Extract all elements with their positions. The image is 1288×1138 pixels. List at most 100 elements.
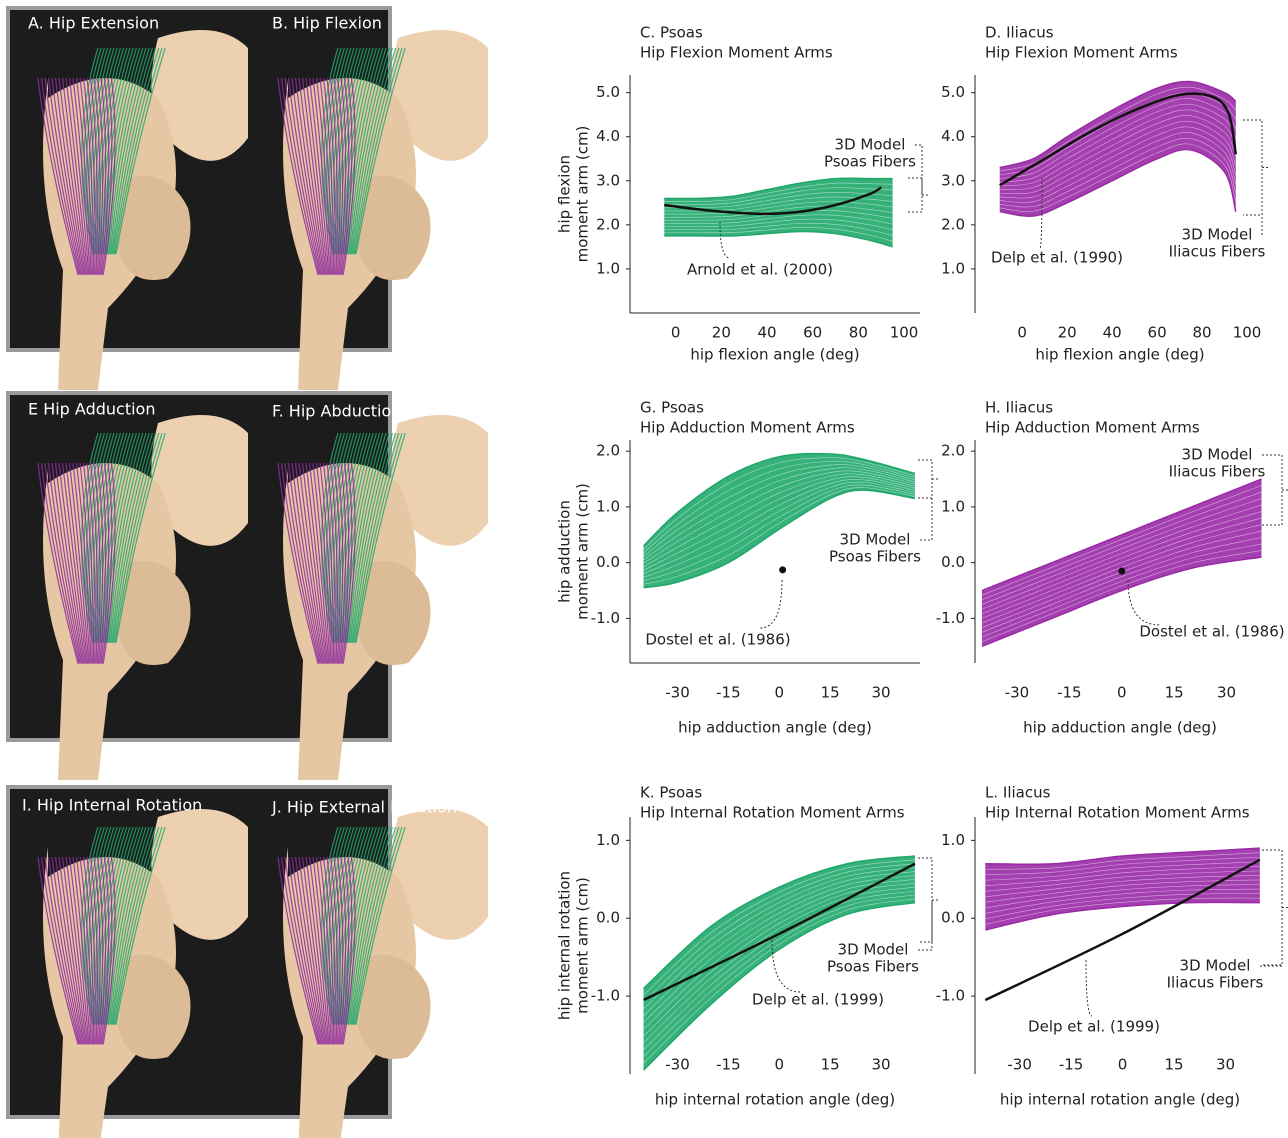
- y-tick-label: 3.0: [941, 171, 965, 189]
- y-tick-label: -1.0: [591, 609, 620, 627]
- x-tick-label: 100: [890, 324, 919, 342]
- chart-title: L. Iliacus: [985, 784, 1051, 802]
- panel-label: E Hip Adduction: [28, 400, 155, 419]
- chart-subtitle: Hip Internal Rotation Moment Arms: [640, 804, 905, 822]
- panel-label: A. Hip Extension: [28, 14, 159, 33]
- x-tick-label: 20: [712, 324, 731, 342]
- x-tick-label: -30: [1007, 1056, 1032, 1074]
- x-tick-label: -15: [716, 1056, 741, 1074]
- x-tick-label: 0: [1117, 684, 1127, 702]
- x-tick-label: -30: [665, 684, 690, 702]
- y-tick-label: 0.0: [941, 553, 965, 571]
- reference-label: Delp et al. (1999): [1028, 1018, 1160, 1036]
- x-tick-label: 30: [1216, 1056, 1235, 1074]
- x-axis-label: hip adduction angle (deg): [1023, 719, 1217, 737]
- x-tick-label: 30: [1217, 684, 1236, 702]
- y-tick-label: -1.0: [936, 987, 965, 1005]
- fiber-label: 3D Model: [838, 941, 909, 959]
- y-tick-label: 2.0: [596, 442, 620, 460]
- x-tick-label: 0: [774, 684, 784, 702]
- x-tick-label: -30: [665, 1056, 690, 1074]
- y-tick-label: 0.0: [941, 909, 965, 927]
- x-tick-label: -30: [1005, 684, 1030, 702]
- chart-title: H. Iliacus: [985, 399, 1053, 417]
- x-tick-label: 30: [871, 1056, 890, 1074]
- reference-point: [1118, 568, 1125, 575]
- y-axis-label: moment arm (cm): [574, 126, 592, 263]
- x-tick-label: 15: [821, 684, 840, 702]
- fiber-label: 3D Model: [1182, 446, 1253, 464]
- fiber-label: 3D Model: [1180, 957, 1251, 975]
- panel-label: I. Hip Internal Rotation: [22, 796, 202, 815]
- x-tick-label: 15: [1165, 684, 1184, 702]
- chart-subtitle: Hip Internal Rotation Moment Arms: [985, 804, 1250, 822]
- y-tick-label: 5.0: [941, 83, 965, 101]
- x-axis-label: hip flexion angle (deg): [690, 346, 859, 364]
- y-tick-label: 1.0: [596, 259, 620, 277]
- x-tick-label: -15: [716, 684, 741, 702]
- figure: A. Hip Extension B. Hip Flexion E Hip Addu…: [0, 0, 1288, 1138]
- reference-label: Dostel et al. (1986): [1139, 623, 1284, 641]
- panel-label: F. Hip Abduction: [272, 402, 401, 421]
- chart-subtitle: Hip Flexion Moment Arms: [640, 44, 833, 62]
- x-tick-label: 30: [871, 684, 890, 702]
- fiber-label: 3D Model: [835, 136, 906, 154]
- x-axis-label: hip internal rotation angle (deg): [655, 1091, 895, 1109]
- y-tick-label: 1.0: [596, 831, 620, 849]
- fiber-label: Psoas Fibers: [827, 958, 919, 976]
- fiber-label: 3D Model: [840, 531, 911, 549]
- x-axis-label: hip internal rotation angle (deg): [1000, 1091, 1240, 1109]
- chart-title: K. Psoas: [640, 784, 702, 802]
- reference-point: [779, 566, 786, 573]
- panel-label: J. Hip External Rotation: [271, 798, 457, 817]
- y-tick-label: 1.0: [941, 497, 965, 515]
- x-tick-label: 0: [671, 324, 681, 342]
- y-tick-label: 2.0: [941, 442, 965, 460]
- x-tick-label: 100: [1233, 324, 1262, 342]
- fiber-label: 3D Model: [1182, 226, 1253, 244]
- x-tick-label: 0: [1118, 1056, 1128, 1074]
- fiber-label: Iliacus Fibers: [1167, 974, 1264, 992]
- x-tick-label: 0: [774, 1056, 784, 1074]
- x-tick-label: 80: [849, 324, 868, 342]
- x-tick-label: 40: [1103, 324, 1122, 342]
- x-tick-label: 15: [821, 1056, 840, 1074]
- reference-label: Arnold et al. (2000): [687, 261, 833, 279]
- y-tick-label: 0.0: [596, 553, 620, 571]
- x-tick-label: -15: [1057, 684, 1082, 702]
- x-tick-label: 15: [1165, 1056, 1184, 1074]
- chart-subtitle: Hip Flexion Moment Arms: [985, 44, 1178, 62]
- reference-label: Delp et al. (1999): [752, 991, 884, 1009]
- reference-label: Dostel et al. (1986): [645, 631, 790, 649]
- y-tick-label: -1.0: [591, 987, 620, 1005]
- y-tick-label: 4.0: [941, 127, 965, 145]
- x-tick-label: 40: [757, 324, 776, 342]
- y-tick-label: 1.0: [941, 831, 965, 849]
- y-tick-label: 2.0: [596, 215, 620, 233]
- x-tick-label: 0: [1017, 324, 1027, 342]
- x-tick-label: -15: [1059, 1056, 1084, 1074]
- chart-title: D. Iliacus: [985, 24, 1054, 42]
- y-axis-label: hip internal rotation: [556, 871, 574, 1020]
- y-tick-label: -1.0: [936, 609, 965, 627]
- y-axis-label: moment arm (cm): [574, 877, 592, 1014]
- chart-title: G. Psoas: [640, 399, 704, 417]
- fiber-label: Psoas Fibers: [829, 548, 921, 566]
- chart-subtitle: Hip Adduction Moment Arms: [640, 419, 855, 437]
- x-tick-label: 80: [1193, 324, 1212, 342]
- y-tick-label: 1.0: [596, 497, 620, 515]
- fiber-label: Iliacus Fibers: [1169, 463, 1266, 481]
- y-tick-label: 1.0: [941, 259, 965, 277]
- x-tick-label: 60: [1148, 324, 1167, 342]
- y-axis-label: hip adduction: [556, 500, 574, 603]
- chart-title: C. Psoas: [640, 24, 703, 42]
- y-axis-label: moment arm (cm): [574, 483, 592, 620]
- panel-label: B. Hip Flexion: [272, 14, 382, 33]
- x-tick-label: 20: [1058, 324, 1077, 342]
- y-tick-label: 2.0: [941, 215, 965, 233]
- x-axis-label: hip adduction angle (deg): [678, 719, 872, 737]
- y-tick-label: 4.0: [596, 127, 620, 145]
- y-tick-label: 0.0: [596, 909, 620, 927]
- chart-subtitle: Hip Adduction Moment Arms: [985, 419, 1200, 437]
- x-tick-label: 60: [803, 324, 822, 342]
